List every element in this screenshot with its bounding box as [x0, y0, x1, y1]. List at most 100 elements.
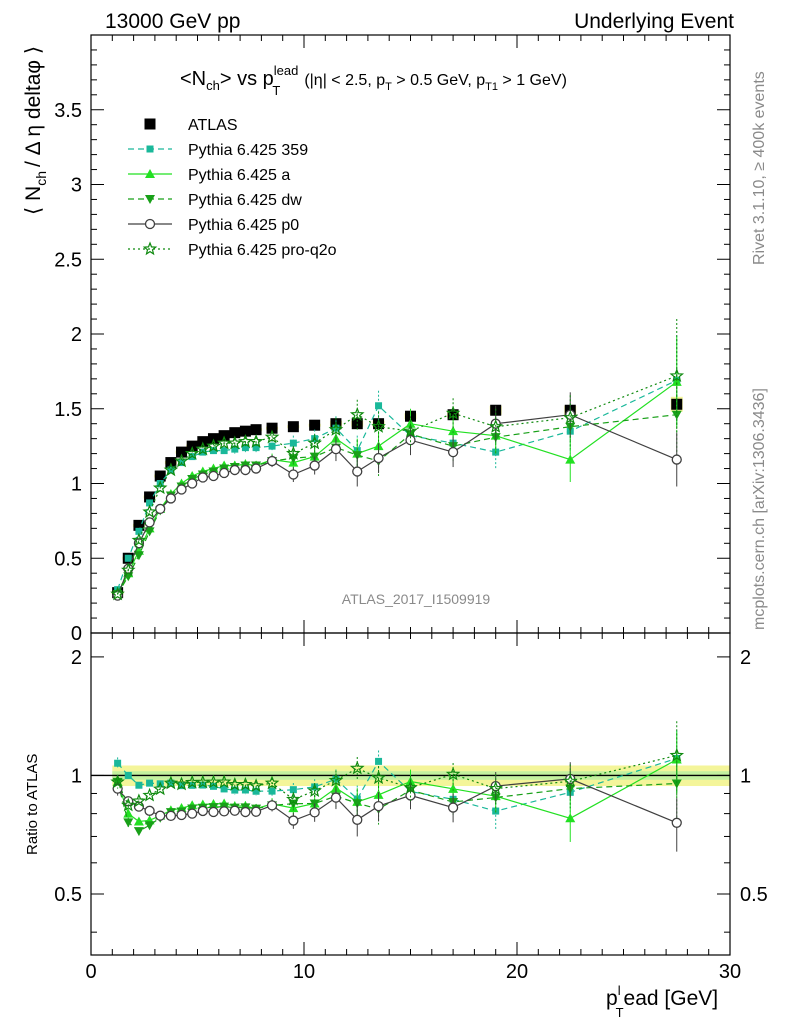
legend-item-atlas: ATLAS [144, 117, 238, 134]
ratio-point [403, 780, 418, 794]
data-point [165, 493, 177, 504]
data-point [229, 464, 240, 476]
legend-marker [146, 145, 154, 153]
data-point [208, 470, 219, 482]
legend-marker [145, 195, 155, 204]
data-point [405, 418, 416, 428]
y-tick-label: 3 [71, 175, 82, 197]
data-point [163, 462, 179, 477]
data-point [330, 443, 342, 455]
data-point [121, 562, 136, 577]
data-point [268, 442, 276, 450]
x-tick-label: 20 [506, 961, 528, 983]
data-point [144, 527, 155, 537]
data-point [309, 460, 320, 471]
data-point [239, 425, 251, 437]
ratio-point [311, 783, 319, 791]
ratio-point [373, 800, 384, 812]
ratio-point [328, 772, 344, 787]
ratio-point [266, 800, 278, 811]
data-point [373, 452, 384, 464]
data-point [488, 419, 503, 433]
data-point [240, 464, 251, 476]
data-point [351, 418, 363, 430]
y-tick-label: 1.5 [54, 399, 82, 421]
ratio-point [146, 779, 154, 787]
legend-marker [145, 169, 155, 178]
ratio-point [671, 779, 682, 789]
ratio-point [307, 783, 322, 798]
data-point [238, 433, 253, 448]
ratio-point [144, 821, 155, 831]
data-point [133, 551, 144, 561]
ratio-panel-axes: 0 10 20 30 0.5 0.5 1 1 2 2 [54, 633, 768, 983]
ratio-series-pa [112, 731, 682, 842]
ratio-point [187, 808, 198, 819]
data-point [562, 410, 578, 424]
ratio-point [240, 806, 251, 818]
ratio-series-pp0 [112, 762, 682, 852]
data-point [229, 427, 241, 439]
ratio-point [352, 814, 363, 825]
data-point [135, 527, 143, 535]
ratio-point [671, 817, 682, 828]
main-y-axis-label: ⟨ Nch/ Δ η deltaφ ⟩ [22, 46, 49, 215]
y-tick-label: 0 [71, 623, 82, 645]
data-point [448, 426, 459, 436]
ratio-point [163, 775, 179, 790]
ratio-point [133, 827, 144, 837]
ratio-point [176, 809, 187, 821]
data-point [373, 418, 385, 430]
ratio-point [197, 805, 208, 817]
legend-label: Pythia 6.425 pro-q2o [188, 242, 337, 259]
ratio-point [268, 787, 276, 795]
legend-label: Pythia 6.425 p0 [188, 217, 299, 234]
y-tick-label: 0.5 [54, 548, 82, 570]
data-point [248, 433, 264, 448]
series-atlas [112, 398, 683, 599]
ratio-point [238, 776, 253, 791]
analysis-label: ATLAS_2017_I1509919 [342, 591, 491, 607]
legend-label: ATLAS [188, 117, 238, 134]
ratio-point [152, 781, 168, 796]
data-point [197, 472, 208, 483]
ratio-point [174, 776, 189, 791]
series-line [117, 375, 678, 595]
ratio-point [669, 747, 685, 762]
ratio-point [229, 805, 240, 816]
series-line [117, 379, 678, 590]
legend-marker [142, 241, 158, 256]
ratio-point [231, 786, 239, 794]
data-point [371, 419, 386, 433]
legend-item-pp0: Pythia 6.425 p0 [128, 217, 299, 234]
data-point [220, 447, 228, 455]
legend-item-pdw: Pythia 6.425 dw [128, 192, 302, 209]
ratio-series-pq2o [110, 721, 685, 812]
ratio-point [375, 757, 383, 765]
main-panel-axes: 0 0.5 1 1.5 2 2.5 3 3.5 [54, 35, 731, 645]
ratio-y-tick-label-right: 2 [740, 647, 751, 669]
data-point [174, 453, 189, 468]
ratio-point [216, 774, 232, 789]
data-point [287, 421, 299, 433]
legend-label: Pythia 6.425 a [188, 167, 290, 184]
ratio-point [209, 782, 217, 790]
y-tick-label: 3.5 [54, 100, 82, 122]
ratio-y-tick-label-right: 0.5 [740, 884, 768, 906]
ratio-point [155, 810, 166, 821]
ratio-point [309, 807, 320, 818]
legend-marker [144, 218, 156, 230]
data-point [447, 446, 459, 458]
data-point [227, 435, 243, 450]
ratio-point [286, 791, 301, 806]
ratio-point [289, 786, 297, 794]
ratio-point [114, 759, 122, 767]
data-point [250, 463, 262, 474]
ratio-point [447, 802, 459, 813]
data-point [133, 519, 145, 531]
data-point [154, 470, 166, 482]
data-point [565, 454, 576, 464]
ratio-point [131, 793, 147, 808]
data-point [250, 424, 262, 436]
